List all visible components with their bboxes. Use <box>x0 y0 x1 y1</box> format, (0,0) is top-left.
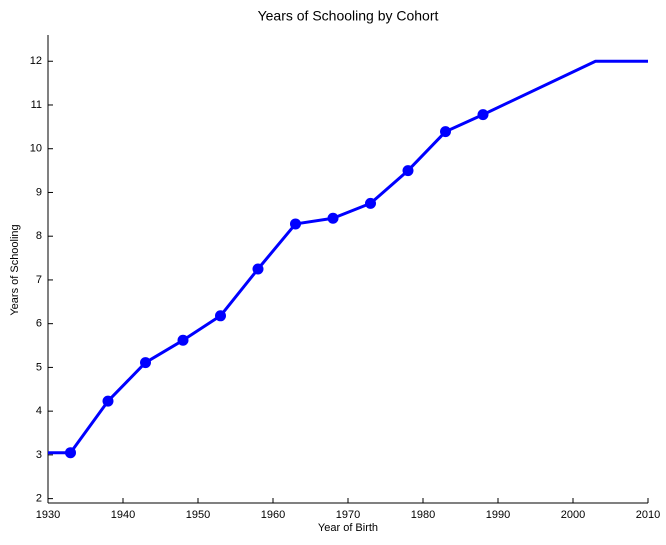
marker <box>177 334 189 346</box>
marker <box>102 395 114 407</box>
marker <box>477 109 489 121</box>
x-tick-label: 1970 <box>336 509 360 521</box>
x-tick-label: 1960 <box>261 509 285 521</box>
x-tick-label: 1990 <box>486 509 510 521</box>
y-tick-label: 11 <box>31 99 42 111</box>
marker <box>327 212 339 224</box>
y-axis-label: Years of Schooling <box>9 224 21 315</box>
x-tick-label: 1980 <box>411 509 435 521</box>
marker <box>365 197 376 209</box>
y-tick-label: 10 <box>30 143 42 155</box>
marker <box>65 447 76 459</box>
marker <box>140 357 151 369</box>
line <box>48 59 648 455</box>
y-tick-label: 6 <box>36 318 42 330</box>
chart-title: Years of Schooling by Cohort <box>258 8 439 24</box>
y-tick-label: 9 <box>36 186 42 198</box>
y-tick-label: 7 <box>36 274 42 286</box>
x-tick-label: 2010 <box>636 509 660 521</box>
y-tick-label: 12 <box>30 55 42 67</box>
y-tick-label: 4 <box>36 405 42 417</box>
y-tick-label: 5 <box>36 361 42 373</box>
y-tick-label: 2 <box>36 493 42 505</box>
x-axis-label: Year of Birth <box>318 522 378 534</box>
y-tick-label: 8 <box>36 230 42 242</box>
marker <box>440 126 451 138</box>
y-tick-label: 3 <box>36 449 42 461</box>
x-tick-label: 1950 <box>186 509 210 521</box>
x-tick-label: 2000 <box>561 509 585 521</box>
x-tick-label: 1930 <box>36 509 60 521</box>
marker <box>215 310 226 322</box>
marker <box>290 218 301 230</box>
marker <box>402 165 414 177</box>
x-tick-label: 1940 <box>111 509 135 521</box>
marker <box>252 263 264 275</box>
